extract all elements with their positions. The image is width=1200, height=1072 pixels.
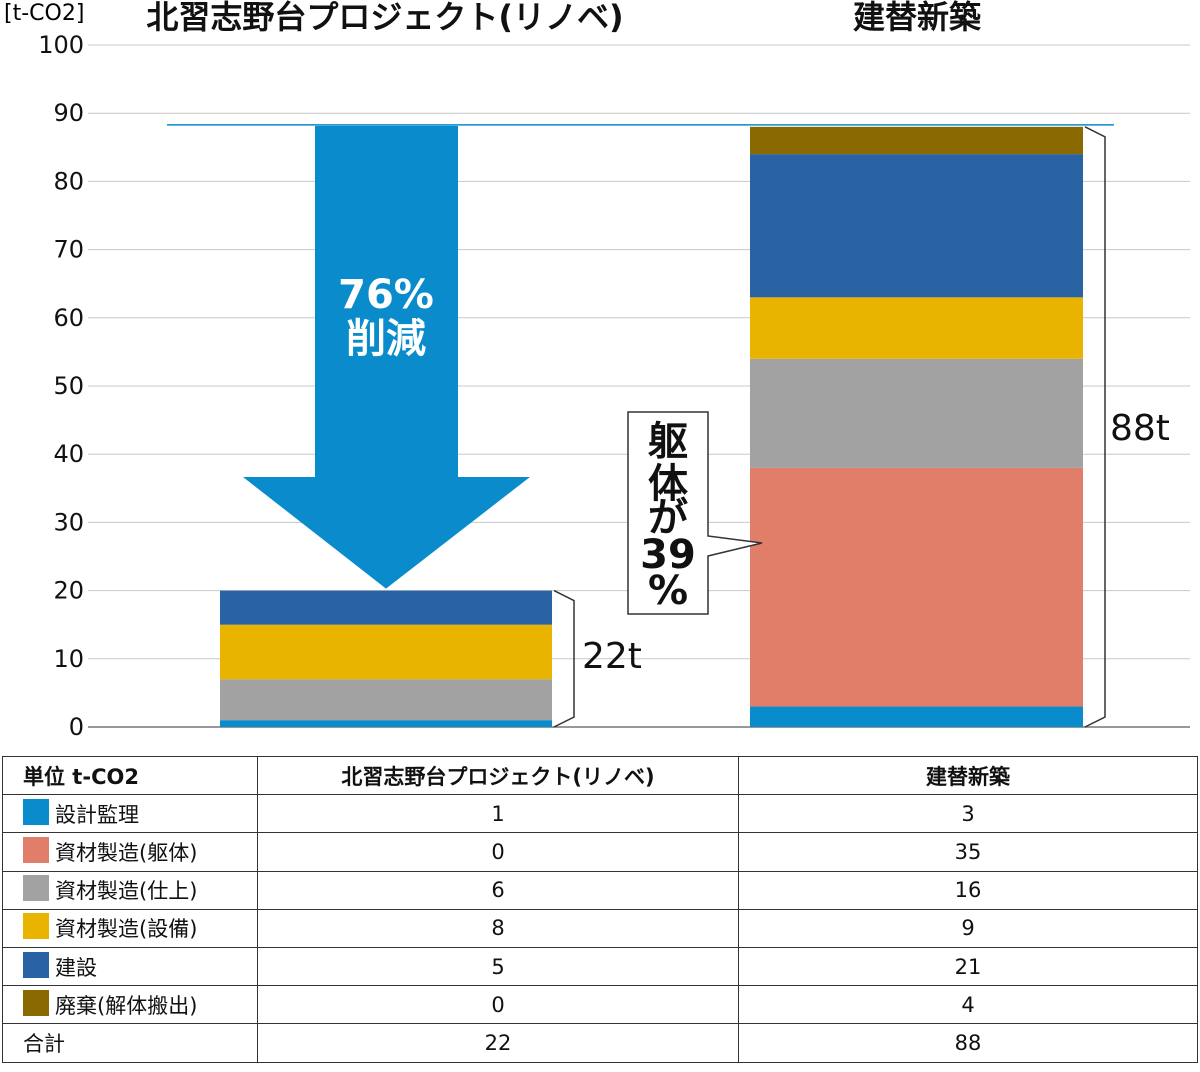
table-row-label: 資材製造(設備)	[2, 908, 258, 948]
table-value-1: 16	[738, 870, 1198, 910]
total-label-renovation: 22t	[582, 636, 642, 677]
total-label-new-build: 88t	[1110, 408, 1170, 449]
reduction-percent-label: 76%	[338, 272, 434, 318]
reduction-arrow	[243, 125, 530, 589]
y-axis-unit-label: [t-CO2]	[4, 1, 84, 26]
bar-segment-1-3	[750, 297, 1083, 359]
table-header-renovation: 北習志野台プロジェクト(リノベ)	[257, 755, 739, 796]
total-brace-renovation	[553, 589, 575, 728]
y-tick-label-50: 50	[53, 372, 84, 400]
legend-swatch	[23, 798, 49, 825]
table-row: 廃棄(解体搬出) 0 4	[2, 985, 1198, 1025]
y-tick-label-0: 0	[69, 713, 84, 741]
y-tick-label-40: 40	[53, 440, 84, 468]
table-value-1: 9	[738, 908, 1198, 948]
callout-char-2: 体	[648, 461, 688, 507]
total-brace-new-build	[1084, 126, 1106, 728]
table-body: 設計監理 1 3 資材製造(躯体) 0 35 資材製造(仕上) 6 16 資材製造(設備) 8 9 建設…	[2, 794, 1198, 1025]
legend-swatch	[23, 951, 49, 978]
y-axis-ticks: 0 10 20 30 40 50 60 70 80 90 100	[38, 31, 84, 741]
legend-swatch	[23, 989, 49, 1016]
y-tick-label-10: 10	[53, 645, 84, 673]
table-total-new-build: 88	[738, 1023, 1198, 1063]
table-header-new-build: 建替新築	[738, 755, 1198, 796]
table-row: 建設 5 21	[2, 946, 1198, 987]
table-value-0: 0	[257, 985, 739, 1025]
frame-share-callout: 躯 体 が 39 %	[627, 411, 763, 615]
table-row-label: 資材製造(躯体)	[2, 832, 258, 872]
table-row-label: 建設	[2, 946, 258, 987]
y-tick-label-80: 80	[53, 167, 84, 195]
table-row-label: 設計監理	[2, 794, 258, 834]
table-total-label: 合計	[2, 1023, 258, 1063]
table-value-0: 5	[257, 946, 739, 987]
table-row-label: 資材製造(仕上)	[2, 870, 258, 910]
table-value-1: 21	[738, 946, 1198, 987]
table-row: 資材製造(躯体) 0 35	[2, 832, 1198, 872]
table-value-1: 35	[738, 832, 1198, 872]
series-name: 建設	[55, 955, 97, 980]
bar-segment-0-4	[220, 590, 552, 625]
table-row: 設計監理 1 3	[2, 794, 1198, 834]
y-tick-label-60: 60	[53, 304, 84, 332]
bar-segment-0-3	[220, 624, 552, 680]
category-title-renovation: 北習志野台プロジェクト(リノベ)	[146, 0, 623, 36]
table-value-0: 1	[257, 794, 739, 834]
reduction-word-label: 削減	[346, 316, 426, 362]
series-name: 資材製造(躯体)	[55, 840, 198, 865]
callout-char-5: %	[648, 568, 688, 614]
bar-segment-1-4	[750, 154, 1083, 298]
table-row-label: 廃棄(解体搬出)	[2, 985, 258, 1025]
bar-segments	[220, 126, 1083, 727]
y-tick-label-20: 20	[53, 577, 84, 605]
legend-swatch	[23, 913, 49, 940]
y-tick-label-70: 70	[53, 236, 84, 264]
callout-char-3: が	[648, 495, 688, 541]
table-value-0: 8	[257, 908, 739, 948]
table-value-1: 4	[738, 985, 1198, 1025]
bar-segment-0-0	[220, 720, 552, 727]
bar-segment-1-5	[750, 126, 1083, 155]
y-tick-label-100: 100	[38, 31, 84, 59]
legend-swatch	[23, 875, 49, 902]
table-header-row: 単位 t-CO2 北習志野台プロジェクト(リノベ) 建替新築	[2, 755, 1198, 796]
table-total-renovation: 22	[257, 1023, 739, 1063]
series-name: 資材製造(仕上)	[55, 879, 198, 904]
bar-segment-1-2	[750, 358, 1083, 468]
y-tick-label-90: 90	[53, 99, 84, 127]
data-table: 単位 t-CO2 北習志野台プロジェクト(リノベ) 建替新築 設計監理 1 3 資材製…	[2, 755, 1198, 1063]
table-row: 資材製造(設備) 8 9	[2, 908, 1198, 948]
series-name: 廃棄(解体搬出)	[55, 993, 198, 1018]
callout-char-4: 39	[640, 532, 696, 578]
bar-segment-1-0	[750, 706, 1083, 727]
legend-swatch	[23, 836, 49, 863]
table-value-1: 3	[738, 794, 1198, 834]
table-header-unit: 単位 t-CO2	[2, 755, 258, 796]
y-tick-label-30: 30	[53, 508, 84, 536]
series-name: 設計監理	[55, 802, 139, 827]
series-name: 資材製造(設備)	[55, 917, 198, 942]
table-value-0: 6	[257, 870, 739, 910]
bar-segment-1-1	[750, 467, 1083, 707]
category-title-new-build: 建替新築	[853, 0, 982, 36]
table-total-row: 合計 22 88	[2, 1023, 1198, 1063]
table-row: 資材製造(仕上) 6 16	[2, 870, 1198, 910]
callout-char-1: 躯	[648, 419, 688, 465]
table-value-0: 0	[257, 832, 739, 872]
stacked-bar-chart: 0 10 20 30 40 50 60 70 80 90 100 [t-CO2] 北習志野台プロジェ…	[4, 0, 1190, 741]
bar-segment-0-2	[220, 679, 552, 721]
